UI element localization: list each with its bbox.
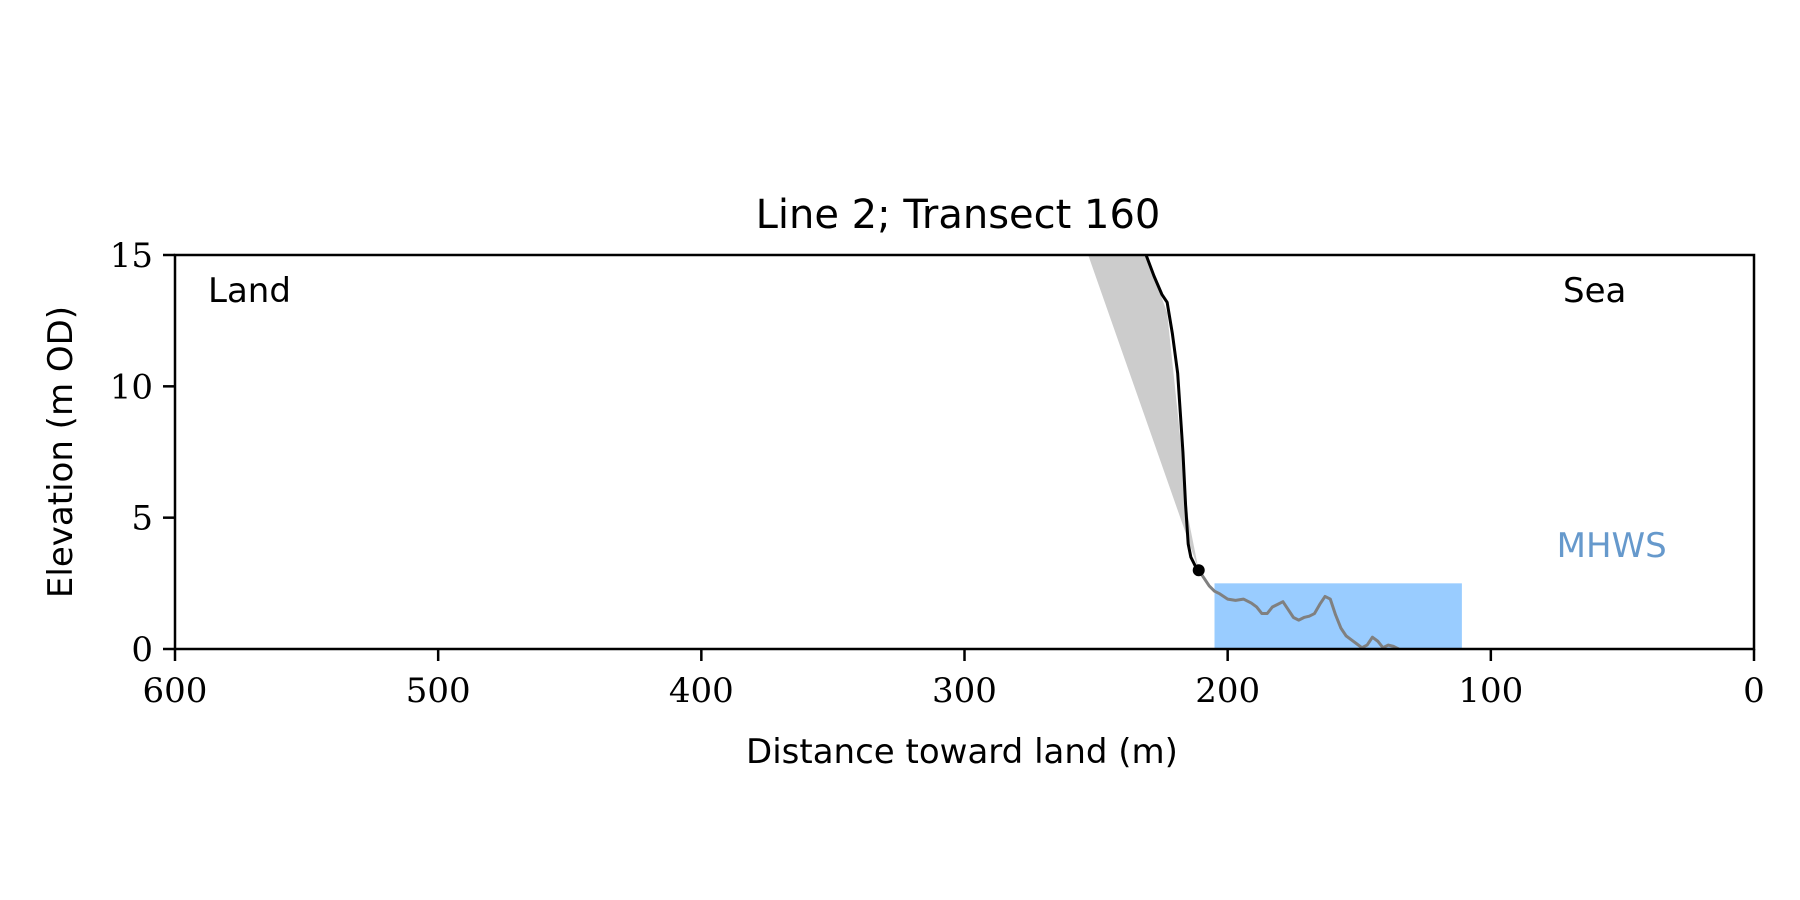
- x-tick-label: 100: [1458, 671, 1523, 711]
- mhws-annotation: MHWS: [1557, 526, 1667, 566]
- x-axis-label: Distance toward land (m): [746, 732, 1178, 772]
- x-tick-label: 500: [406, 671, 471, 711]
- x-tick-label: 200: [1195, 671, 1260, 711]
- y-tick-label: 15: [110, 236, 153, 276]
- foreshore-profile-line: [1197, 569, 1400, 649]
- cliff-toe-point: [1192, 564, 1205, 577]
- y-axis: 0 5 10 15: [110, 236, 175, 670]
- land-annotation: Land: [208, 271, 291, 311]
- mhws-water-band: [1214, 583, 1462, 649]
- plot-inner: [1088, 255, 1462, 649]
- x-tick-label: 600: [143, 671, 208, 711]
- cliff-recession-wedge: [1088, 255, 1199, 571]
- plot-area: [1088, 255, 1462, 649]
- chart-title: Line 2; Transect 160: [756, 192, 1161, 238]
- x-axis: 600 500 400 300 200 100 0: [143, 649, 1765, 711]
- x-tick-label: 400: [669, 671, 734, 711]
- x-tick-label: 0: [1743, 671, 1765, 711]
- sea-annotation: Sea: [1563, 271, 1626, 311]
- y-tick-label: 10: [110, 367, 153, 407]
- cliff-profile-line: [1144, 255, 1200, 572]
- y-axis-label: Elevation (m OD): [41, 306, 81, 598]
- plot-frame: [173, 253, 1756, 651]
- y-tick-label: 0: [131, 630, 153, 670]
- x-tick-label: 300: [932, 671, 997, 711]
- y-tick-label: 5: [131, 499, 153, 539]
